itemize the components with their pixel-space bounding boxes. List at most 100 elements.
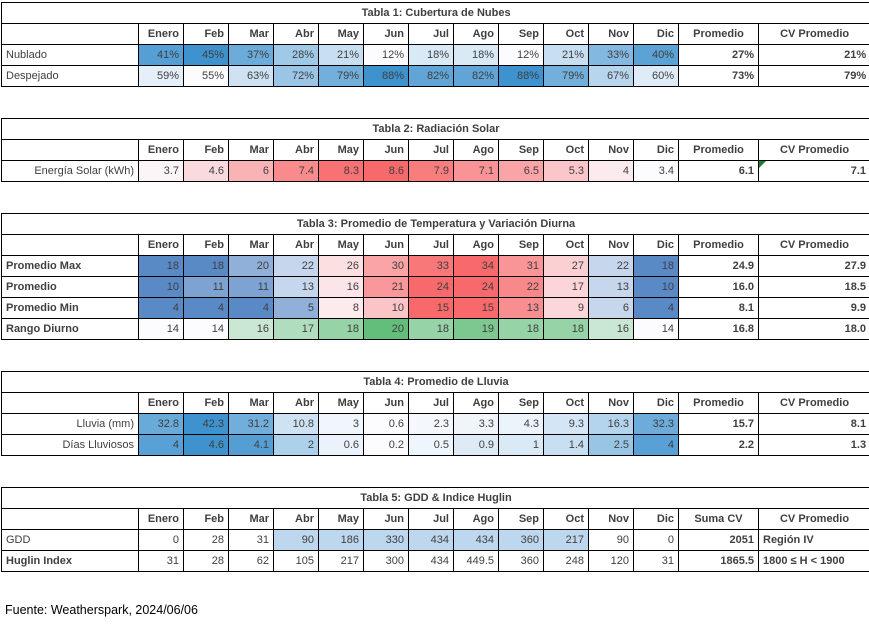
value-cell: 10 [633,276,679,298]
value-cell: 0 [138,529,184,551]
summary-value: 1865.5 [678,550,759,572]
summary-value: 73% [678,65,759,87]
value-cell: 28% [273,44,319,66]
row-label: GDD [1,529,139,551]
month-header: Abr [273,508,319,530]
value-cell: 28 [183,550,229,572]
value-cell: 4.3 [498,413,544,435]
month-header: May [318,392,364,414]
value-cell: 7.4 [273,160,319,182]
value-cell: 3.3 [453,413,499,435]
value-cell: 4 [183,297,229,319]
month-header: Abr [273,23,319,45]
month-header: Nov [588,23,634,45]
value-cell: 55% [183,65,229,87]
corner-label-cell [1,139,139,161]
value-cell: 8.6 [363,160,409,182]
value-cell: 90 [588,529,634,551]
summary-header: Promedio [678,139,759,161]
month-header: Abr [273,392,319,414]
data-table-3: Tabla 3: Promedio de Temperatura y Varia… [1,213,869,340]
value-cell: 45% [183,44,229,66]
month-header: Mar [228,139,274,161]
month-header: May [318,139,364,161]
value-cell: 32.8 [138,413,184,435]
corner-label-cell [1,234,139,256]
value-cell: 88% [363,65,409,87]
summary-header: Promedio [678,23,759,45]
month-header: Enero [138,234,184,256]
value-cell: 14 [138,318,184,340]
value-cell: 88% [498,65,544,87]
value-cell: 0 [633,529,679,551]
summary-header: CV Promedio [757,23,869,45]
table-row: GDD 0 28 31 90 186 330 434 434 360 217 90 0 2051 Regió… [1,529,869,551]
value-cell: 217 [318,550,364,572]
value-cell: 360 [498,529,544,551]
row-label: Promedio [1,276,139,298]
value-cell: 4 [633,297,679,319]
value-cell: 120 [588,550,634,572]
value-cell: 434 [408,550,454,572]
summary-header: Promedio [678,392,759,414]
value-cell: 18 [408,318,454,340]
month-header: Oct [543,234,589,256]
month-header: Feb [183,508,229,530]
value-cell: 33 [408,255,454,277]
value-cell: 6 [588,297,634,319]
value-cell: 4 [138,434,184,456]
table-title: Tabla 3: Promedio de Temperatura y Varia… [1,213,869,235]
value-cell: 5 [273,297,319,319]
month-header: Jul [408,139,454,161]
month-header: Ago [453,234,499,256]
value-cell: 82% [408,65,454,87]
month-header: Oct [543,392,589,414]
value-cell: 82% [453,65,499,87]
value-cell: 19 [453,318,499,340]
month-header: Nov [588,508,634,530]
value-cell: 21 [363,276,409,298]
month-header: Sep [498,508,544,530]
value-cell: 20 [363,318,409,340]
month-header: Ago [453,508,499,530]
value-cell: 26 [318,255,364,277]
corner-label-cell [1,508,139,530]
table-row: Promedio Max 18 18 20 22 26 30 33 34 31 27 22 18 24.9… [1,255,869,277]
table-row: Promedio 10 11 11 13 16 21 24 24 22 17 13 10 16.0 18.5 [1,276,869,298]
month-header: Sep [498,392,544,414]
value-cell: 1.4 [543,434,589,456]
month-header: Abr [273,139,319,161]
value-cell: 31 [498,255,544,277]
month-header: Feb [183,392,229,414]
table-title: Tabla 2: Radiación Solar [0,118,869,140]
row-label: Huglin Index [1,550,139,572]
corner-label-cell [1,23,139,45]
table-row: Promedio Min 4 4 4 5 8 10 15 15 13 9 6 4 8.1 9.9 [1,297,869,319]
month-header: Mar [228,23,274,45]
value-cell: 15 [408,297,454,319]
value-cell: 18 [318,318,364,340]
month-header: Sep [498,234,544,256]
month-header: Abr [273,234,319,256]
month-header: Jun [363,234,409,256]
value-cell: 79% [318,65,364,87]
row-label: Días Lluviosos [1,434,139,456]
value-cell: 9.3 [543,413,589,435]
summary-value: 1.3 [757,434,869,456]
month-header: Feb [183,234,229,256]
summary-value: 27.9 [758,255,869,277]
value-cell: 18 [543,318,589,340]
value-cell: 20 [228,255,274,277]
value-cell: 4.6 [183,434,229,456]
value-cell: 12% [363,44,409,66]
value-cell: 67% [588,65,634,87]
month-header: Nov [588,234,634,256]
summary-value: 1800 ≤ H < 1900 [757,550,869,572]
value-cell: 33% [588,44,634,66]
value-cell: 0.6 [363,413,409,435]
table-row: Lluvia (mm) 32.8 42.3 31.2 10.8 3 0.6 2.3 3.3 4.3… [1,413,869,435]
month-header: Dic [633,139,679,161]
value-cell: 11 [228,276,274,298]
value-cell: 59% [138,65,184,87]
value-cell: 4.1 [228,434,274,456]
